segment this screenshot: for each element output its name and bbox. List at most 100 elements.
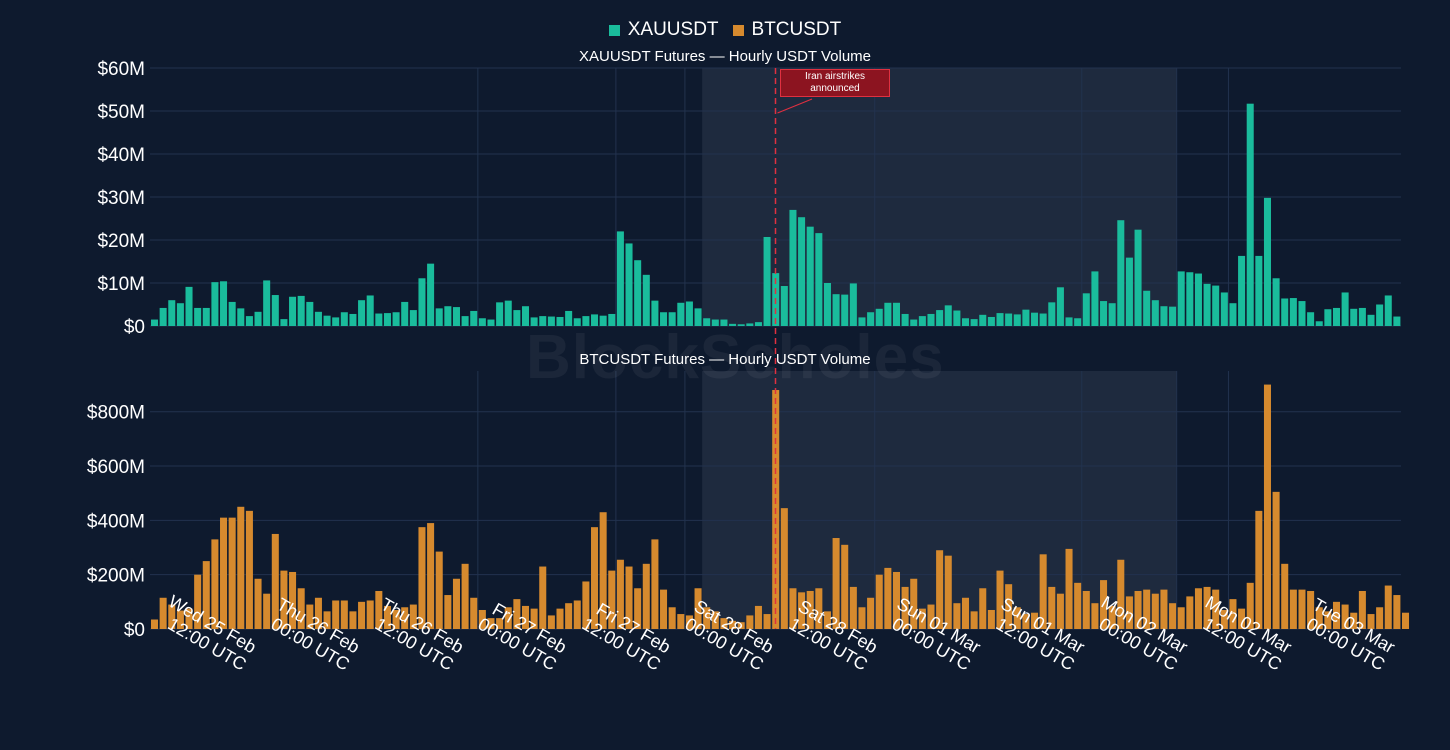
bar-p0-122 — [1203, 283, 1211, 326]
bar-p1-34 — [444, 595, 452, 629]
bar-p1-100 — [1013, 607, 1021, 629]
bar-p1-126 — [1238, 608, 1246, 629]
bar-p0-38 — [478, 318, 486, 326]
bar-p0-99 — [1005, 313, 1013, 326]
bar-p1-26 — [375, 590, 383, 629]
bar-p0-79 — [832, 294, 840, 326]
bar-p1-37 — [470, 597, 478, 629]
bar-p0-14 — [271, 295, 279, 326]
bar-p0-64 — [703, 318, 711, 326]
legend-item-btcusdt[interactable]: BTCUSDT — [732, 19, 841, 41]
bar-p1-109 — [1091, 603, 1099, 629]
bar-p0-55 — [625, 243, 633, 326]
bar-p0-35 — [452, 307, 460, 326]
bar-p1-132 — [1289, 589, 1297, 629]
bar-p1-9 — [228, 517, 236, 629]
bar-p1-96 — [979, 588, 987, 629]
bar-p0-90 — [927, 313, 935, 326]
bar-p1-57 — [642, 563, 650, 629]
bar-p1-110 — [1100, 580, 1108, 629]
bar-p1-79 — [832, 538, 840, 629]
bar-p1-51 — [591, 527, 599, 629]
bar-p1-82 — [858, 607, 866, 629]
bar-p0-67 — [729, 323, 737, 326]
bar-p0-39 — [487, 319, 495, 326]
bar-p1-77 — [815, 588, 823, 629]
y-tick-label-p0-6: $60M — [97, 59, 145, 80]
bar-p0-103 — [1039, 313, 1047, 326]
bar-p0-66 — [720, 319, 728, 326]
bar-p0-11 — [245, 316, 253, 326]
bar-p0-98 — [996, 313, 1004, 326]
bar-p0-42 — [513, 310, 521, 326]
bar-p0-85 — [884, 302, 892, 326]
bar-p0-6 — [202, 307, 210, 326]
bar-p0-24 — [358, 300, 366, 326]
legend-label-xauusdt: XAUUSDT — [627, 19, 719, 40]
event-annotation-arrow — [777, 98, 813, 114]
bar-p0-91 — [936, 310, 944, 326]
bar-p0-129 — [1263, 197, 1271, 326]
bar-p1-35 — [452, 578, 460, 629]
bar-p1-76 — [806, 590, 814, 629]
bar-p1-41 — [504, 607, 512, 629]
y-tick-label-p1-4: $800M — [87, 403, 145, 424]
bar-p1-0 — [151, 619, 159, 629]
bar-p1-91 — [936, 550, 944, 629]
bar-p0-44 — [530, 317, 538, 326]
bar-p0-23 — [349, 313, 357, 326]
bar-p0-34 — [444, 306, 452, 326]
bar-p0-30 — [409, 310, 417, 326]
bar-p0-25 — [366, 295, 374, 326]
bar-p0-32 — [427, 263, 435, 326]
bar-p0-89 — [918, 316, 926, 326]
bar-p1-38 — [478, 609, 486, 629]
bar-p0-144 — [1393, 316, 1401, 326]
bar-p0-17 — [297, 295, 305, 326]
bar-p0-61 — [677, 302, 685, 326]
bar-p1-56 — [634, 588, 642, 629]
bar-p1-33 — [435, 551, 443, 629]
bar-p0-31 — [418, 278, 426, 326]
bar-p0-15 — [280, 319, 288, 326]
bar-p1-49 — [573, 600, 581, 629]
bar-p1-130 — [1272, 491, 1280, 629]
bar-p1-69 — [746, 615, 754, 629]
panel-title-xauusdt: XAUUSDT Futures — Hourly USDT Volume — [578, 48, 872, 65]
bar-p0-45 — [539, 316, 547, 326]
bar-p0-92 — [944, 305, 952, 326]
bar-p0-94 — [961, 318, 970, 326]
bar-p0-141 — [1367, 314, 1375, 326]
bar-p1-18 — [306, 604, 314, 629]
bar-p0-58 — [651, 300, 659, 326]
bar-p0-62 — [685, 301, 693, 326]
legend-swatch-xauusdt — [608, 24, 620, 36]
bar-p1-98 — [996, 570, 1004, 629]
y-tick-label-p0-1: $10M — [97, 274, 145, 295]
bar-p0-77 — [815, 233, 823, 326]
bar-p1-143 — [1384, 585, 1392, 629]
bar-p0-74 — [789, 209, 797, 326]
legend-item-xauusdt[interactable]: XAUUSDT — [608, 19, 719, 41]
bar-p0-123 — [1212, 285, 1220, 326]
bar-p1-92 — [944, 555, 952, 629]
bar-p1-94 — [961, 597, 970, 629]
bar-p0-119 — [1177, 271, 1185, 326]
bar-p0-2 — [168, 300, 176, 326]
bar-p0-80 — [841, 294, 849, 326]
bar-p0-137 — [1332, 307, 1341, 326]
bar-p0-110 — [1100, 301, 1108, 326]
bar-p1-97 — [987, 609, 995, 629]
y-tick-label-p1-2: $400M — [87, 511, 145, 532]
bar-p0-57 — [642, 274, 650, 326]
bar-p1-19 — [314, 597, 322, 629]
bar-p0-12 — [254, 311, 262, 326]
bar-p0-43 — [521, 306, 530, 326]
y-tick-label-p0-2: $20M — [97, 231, 145, 252]
bar-p1-117 — [1160, 589, 1168, 629]
bar-p0-9 — [228, 301, 236, 326]
bar-p0-41 — [504, 300, 512, 326]
bar-p0-83 — [867, 312, 875, 326]
